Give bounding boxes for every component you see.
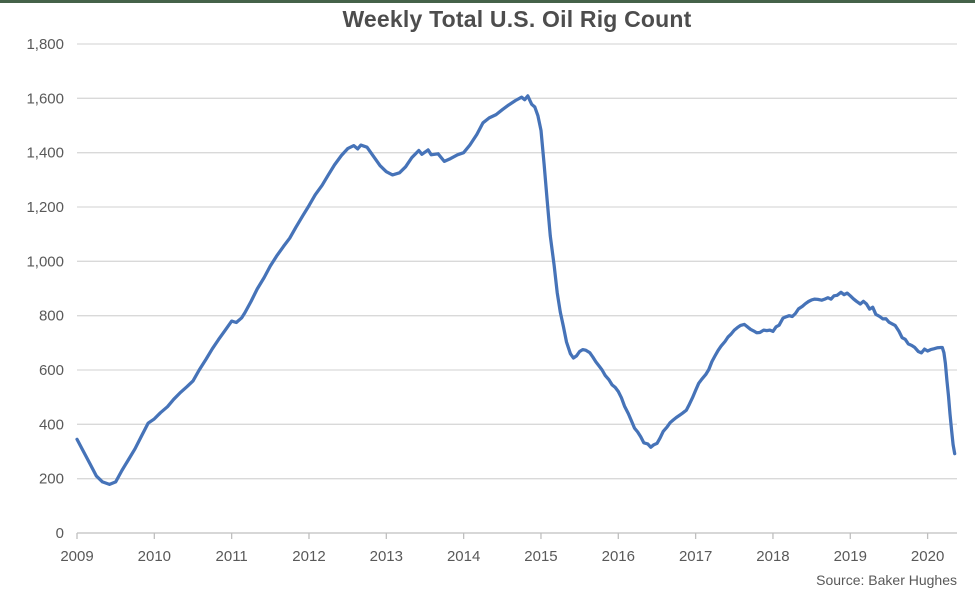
rig-count-line	[75, 94, 957, 487]
x-axis-tick-label: 2016	[602, 548, 635, 565]
x-axis-tick-label: 2019	[834, 548, 867, 565]
y-axis-tick-label: 400	[39, 416, 64, 433]
y-axis-tick-label: 600	[39, 362, 64, 379]
y-axis-tick-label: 0	[56, 525, 64, 542]
x-axis-tick-label: 2010	[138, 548, 171, 565]
y-axis-tick-label: 1,600	[26, 90, 64, 107]
y-axis-tick-label: 200	[39, 471, 64, 488]
x-axis-tick-label: 2012	[292, 548, 325, 565]
source-note: Source: Baker Hughes	[816, 572, 957, 588]
x-axis-tick-label: 2013	[370, 548, 403, 565]
x-axis-tick-label: 2011	[216, 548, 248, 565]
chart-top-border	[0, 0, 975, 3]
y-axis-tick-label: 800	[39, 308, 64, 325]
y-axis-tick-label: 1,000	[26, 253, 64, 270]
chart-title: Weekly Total U.S. Oil Rig Count	[342, 6, 692, 32]
y-axis-tick-label: 1,400	[26, 145, 64, 162]
y-axis-tick-label: 1,200	[26, 199, 64, 216]
x-axis-tick-label: 2009	[60, 548, 93, 565]
x-axis-tick-label: 2014	[447, 548, 480, 565]
y-axis-tick-label: 1,800	[26, 36, 64, 53]
x-axis-tick-label: 2015	[524, 548, 557, 565]
x-axis-tick-label: 2017	[679, 548, 712, 565]
x-axis-tick-label: 2020	[911, 548, 944, 565]
x-axis-tick-label: 2018	[756, 548, 789, 565]
